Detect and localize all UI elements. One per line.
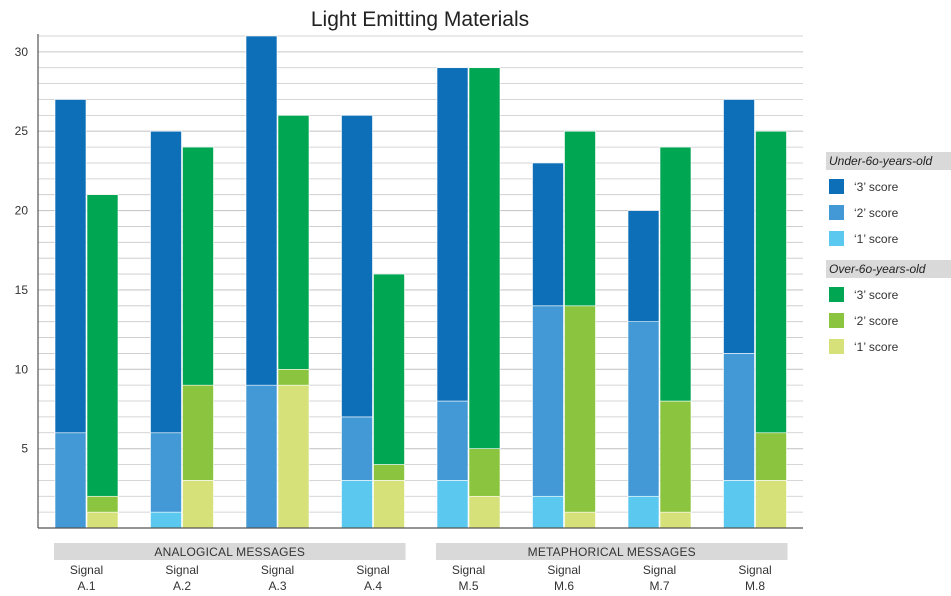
bar-segment bbox=[468, 67, 501, 449]
y-tick-label: 15 bbox=[15, 283, 29, 297]
y-tick-label: 10 bbox=[15, 362, 29, 376]
bar-segment bbox=[564, 305, 596, 513]
category-group-band bbox=[436, 543, 788, 560]
category-label-line1: Signal bbox=[70, 563, 103, 577]
bar-segment bbox=[627, 495, 660, 529]
y-tick-label: 25 bbox=[15, 124, 29, 138]
bars bbox=[54, 35, 787, 529]
y-tick-label: 30 bbox=[15, 45, 29, 59]
legend-title: Under-6o-years-old bbox=[829, 154, 932, 168]
category-label-line1: Signal bbox=[643, 563, 676, 577]
category-label-line1: Signal bbox=[738, 563, 771, 577]
bar-segment bbox=[659, 400, 692, 513]
legend-label: ‘1’ score bbox=[854, 232, 899, 246]
bar-segment bbox=[532, 305, 564, 497]
legend-title-band bbox=[826, 260, 951, 278]
bar-segment bbox=[86, 511, 119, 529]
category-label-line1: Signal bbox=[547, 563, 580, 577]
legend-swatch bbox=[829, 287, 844, 302]
bar-segment bbox=[468, 448, 501, 497]
bar-segment bbox=[150, 130, 182, 434]
category-label-line1: Signal bbox=[261, 563, 294, 577]
category-label-line2: A.4 bbox=[364, 579, 382, 593]
axes: 5 10 15 20 25 30 bbox=[15, 34, 803, 529]
legend-label: ‘3’ score bbox=[854, 288, 899, 302]
category-group-band bbox=[54, 543, 406, 560]
bar-segment bbox=[723, 353, 755, 481]
bar-segment bbox=[723, 99, 755, 354]
chart-title: Light Emitting Materials bbox=[311, 8, 529, 31]
bar-segment bbox=[277, 368, 310, 386]
bar-segment bbox=[468, 495, 501, 529]
category-label-line2: A.1 bbox=[77, 579, 95, 593]
y-tick-label: 20 bbox=[15, 204, 29, 218]
category-label-line2: M.6 bbox=[554, 579, 574, 593]
bar-segment bbox=[755, 432, 787, 481]
legend-title-band bbox=[826, 152, 951, 170]
bar-segment bbox=[532, 495, 564, 529]
category-labels: ANALOGICAL MESSAGES METAPHORICAL MESSAGES… bbox=[54, 543, 788, 593]
bar-segment bbox=[755, 130, 787, 434]
bar-segment bbox=[341, 416, 373, 481]
legend-swatch bbox=[829, 179, 844, 194]
category-label-line1: Signal bbox=[165, 563, 198, 577]
bar-segment bbox=[54, 432, 87, 529]
bar-segment bbox=[755, 480, 787, 529]
bar-segment bbox=[564, 130, 596, 307]
legend-swatch bbox=[829, 231, 844, 246]
bar-segment bbox=[150, 511, 182, 529]
bar-segment bbox=[245, 384, 278, 529]
bar-segment bbox=[86, 495, 119, 513]
category-label-line2: M.8 bbox=[745, 579, 765, 593]
bar-segment bbox=[54, 99, 87, 434]
legend-title: Over-6o-years-old bbox=[829, 262, 926, 276]
category-label-line2: A.3 bbox=[268, 579, 286, 593]
bar-segment bbox=[182, 384, 214, 481]
bar-segment bbox=[373, 464, 405, 481]
bar-segment bbox=[373, 480, 405, 529]
bar-segment bbox=[341, 480, 373, 529]
category-label-line1: Signal bbox=[452, 563, 485, 577]
legend-label: ‘2’ score bbox=[854, 206, 899, 220]
legend-swatch bbox=[829, 205, 844, 220]
bar-segment bbox=[150, 432, 182, 513]
legend-swatch bbox=[829, 339, 844, 354]
category-label-line2: A.2 bbox=[173, 579, 191, 593]
bar-segment bbox=[627, 321, 660, 497]
bar-segment bbox=[659, 146, 692, 402]
legend: Under-6o-years-old ‘3’ score ‘2’ score ‘1’ … bbox=[826, 152, 951, 354]
bar-segment bbox=[564, 511, 596, 529]
bar-segment bbox=[436, 67, 469, 402]
bar-segment bbox=[341, 115, 373, 418]
bar-segment bbox=[436, 400, 469, 481]
bar-segment bbox=[245, 35, 278, 386]
bar-segment bbox=[723, 480, 755, 529]
legend-swatch bbox=[829, 313, 844, 328]
legend-label: ‘2’ score bbox=[854, 314, 899, 328]
category-group-label: ANALOGICAL MESSAGES bbox=[154, 545, 305, 559]
bar-segment bbox=[532, 162, 564, 307]
category-label-line2: M.5 bbox=[458, 579, 478, 593]
bar-segment bbox=[436, 480, 469, 529]
bar-segment bbox=[627, 210, 660, 322]
bar-segment bbox=[659, 511, 692, 529]
bar-segment bbox=[277, 115, 310, 370]
bar-segment bbox=[277, 384, 310, 529]
bar-segment bbox=[373, 273, 405, 465]
category-label-line1: Signal bbox=[356, 563, 389, 577]
legend-label: ‘3’ score bbox=[854, 180, 899, 194]
category-group-label: METAPHORICAL MESSAGES bbox=[528, 545, 696, 559]
legend-label: ‘1’ score bbox=[854, 340, 899, 354]
bar-segment bbox=[182, 480, 214, 529]
category-label-line2: M.7 bbox=[649, 579, 669, 593]
bar-segment bbox=[86, 194, 119, 497]
bar-segment bbox=[182, 146, 214, 386]
y-tick-label: 5 bbox=[21, 442, 28, 456]
